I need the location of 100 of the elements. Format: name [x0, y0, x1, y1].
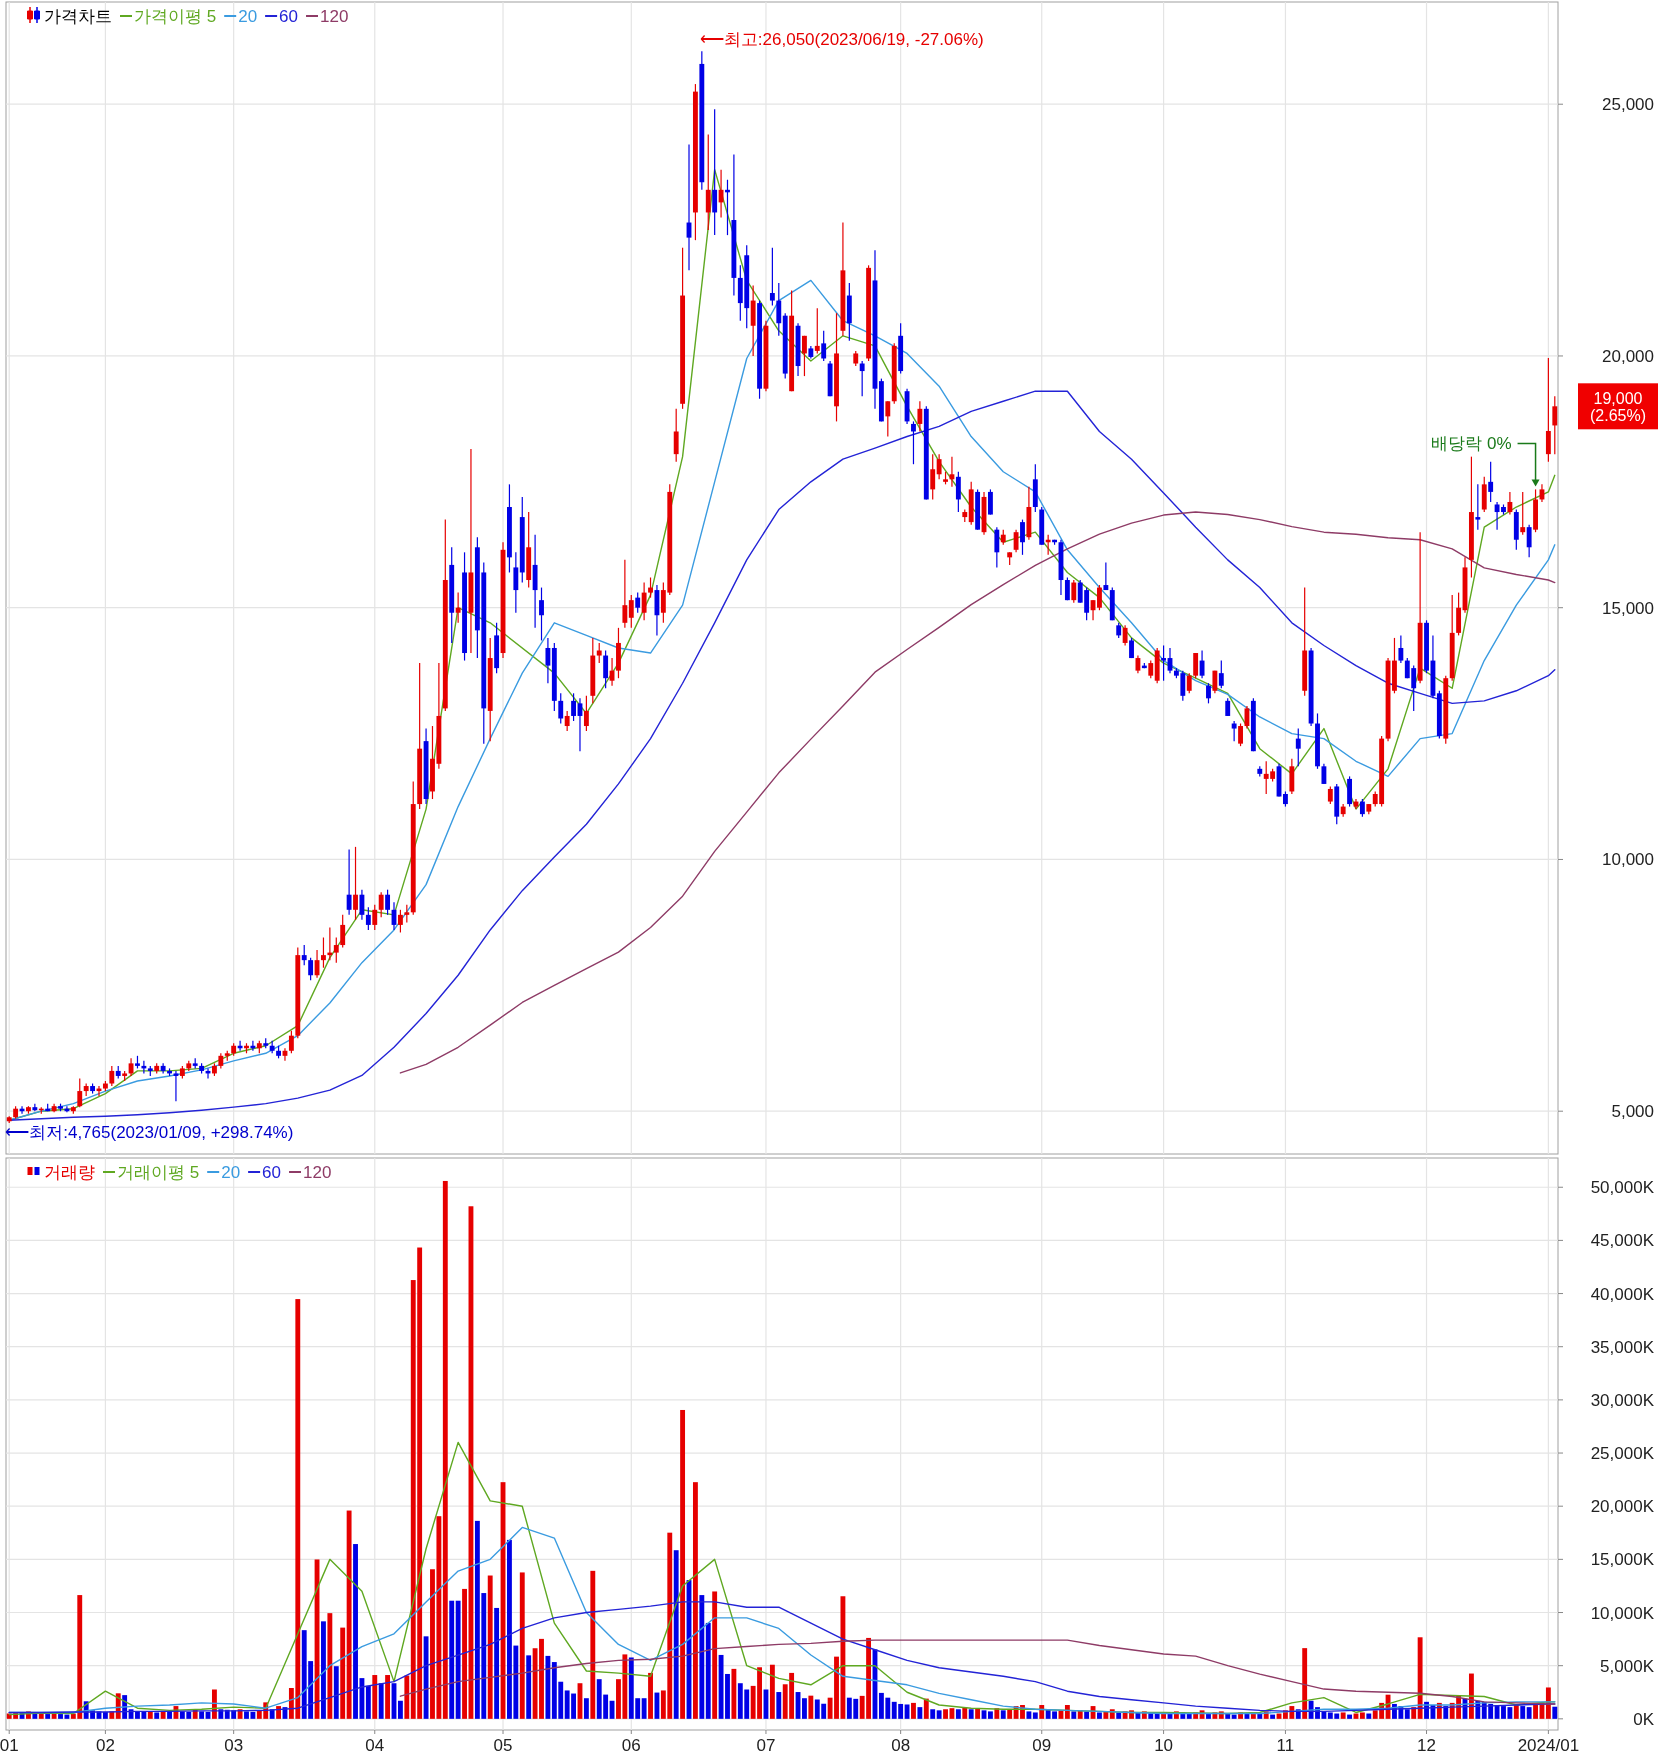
- candlestick: [596, 642, 602, 664]
- bar: [1340, 1712, 1346, 1719]
- x-tick-label: 08: [891, 1736, 911, 1755]
- annotation: ⟵최저:4,765(2023/01/09, +298.74%): [5, 1123, 294, 1143]
- legend-label: 거래이평 5: [117, 1163, 200, 1182]
- legend-label: 60: [279, 7, 299, 26]
- bar: [327, 1613, 333, 1719]
- bar: [167, 1711, 172, 1719]
- candlestick: [1206, 682, 1211, 704]
- candlestick: [1398, 634, 1404, 664]
- candlestick: [648, 576, 653, 599]
- candlestick: [712, 108, 718, 236]
- y-tick-label: 25,000K: [1590, 1444, 1655, 1464]
- line-series: [399, 1639, 1556, 1705]
- bar: [449, 1600, 455, 1719]
- y-tick-label: 10,000: [1602, 850, 1654, 870]
- candlestick: [333, 936, 339, 964]
- bar: [346, 1510, 352, 1719]
- candlestick: [173, 1070, 179, 1102]
- bar: [641, 1698, 647, 1719]
- bar: [545, 1655, 551, 1719]
- bar: [776, 1692, 782, 1719]
- candlestick: [564, 710, 570, 732]
- candlestick: [673, 408, 679, 463]
- bar: [936, 1710, 942, 1719]
- candlestick: [622, 559, 628, 629]
- candlestick: [885, 400, 891, 438]
- bar: [1097, 1712, 1102, 1719]
- line-series: [399, 511, 1556, 1074]
- bar: [1404, 1709, 1410, 1719]
- bar: [987, 1711, 993, 1719]
- x-tick-label: 05: [493, 1736, 513, 1755]
- bar: [731, 1668, 737, 1719]
- bar: [526, 1655, 532, 1719]
- bar: [1064, 1705, 1070, 1719]
- candlestick: [911, 420, 916, 465]
- candlestick: [1161, 644, 1167, 682]
- bar: [692, 1482, 698, 1719]
- candlestick: [635, 592, 641, 614]
- bar: [955, 1709, 961, 1719]
- y-tick-label: 15,000: [1602, 598, 1654, 618]
- annotation: 배당락 0%: [1431, 434, 1512, 454]
- candlestick: [308, 957, 314, 981]
- legend-label: 60: [262, 1163, 282, 1182]
- bar: [1231, 1714, 1237, 1719]
- legend-label: 가격이평 5: [134, 7, 217, 26]
- bar: [365, 1685, 371, 1719]
- candlestick: [917, 400, 923, 433]
- candlestick: [571, 692, 577, 722]
- bar: [705, 1622, 711, 1719]
- bar: [712, 1591, 718, 1719]
- text: 19,000 (2.65%): [1589, 389, 1647, 425]
- bar: [333, 1666, 339, 1719]
- candlestick: [1122, 624, 1128, 647]
- bar: [1366, 1713, 1372, 1719]
- bar: [45, 1714, 51, 1719]
- candlestick: [539, 586, 544, 642]
- candlestick: [583, 695, 589, 732]
- bar: [1417, 1637, 1423, 1719]
- x-tick-label: 04: [365, 1736, 385, 1755]
- bar: [583, 1698, 589, 1719]
- bar: [1026, 1711, 1032, 1719]
- candlestick: [641, 581, 647, 621]
- bar: [321, 1621, 326, 1719]
- candlestick: [558, 692, 564, 725]
- candlestick: [603, 649, 609, 689]
- candlestick: [1199, 649, 1205, 679]
- candlestick: [109, 1065, 115, 1087]
- candlestick: [1552, 395, 1558, 455]
- bar: [930, 1709, 936, 1719]
- bar: [1270, 1714, 1276, 1719]
- candlestick: [1193, 652, 1199, 679]
- x-tick-label: 11: [1276, 1736, 1295, 1755]
- bar: [340, 1627, 346, 1719]
- candlestick: [1097, 584, 1102, 611]
- candlestick: [378, 891, 384, 918]
- candlestick: [397, 909, 403, 934]
- candlestick: [1507, 491, 1513, 516]
- annotation: ⟵최고:26,050(2023/06/19, -27.06%): [699, 30, 984, 50]
- bar: [494, 1607, 500, 1719]
- candlestick: [1295, 727, 1301, 767]
- bar: [680, 1409, 686, 1719]
- bar: [911, 1702, 916, 1719]
- y-tick-label: 5,000K: [1600, 1656, 1655, 1676]
- candlestick: [821, 330, 827, 362]
- bar: [487, 1575, 493, 1719]
- legend-label: 거래량: [44, 1163, 95, 1182]
- candlestick: [936, 453, 942, 480]
- bar: [769, 1664, 775, 1719]
- candlestick: [987, 488, 993, 516]
- bar: [802, 1698, 807, 1719]
- y-tick-label: 40,000K: [1590, 1284, 1655, 1304]
- bar: [1526, 1707, 1532, 1719]
- candlestick: [455, 592, 461, 624]
- bar: [962, 1707, 968, 1719]
- candlestick: [513, 551, 519, 614]
- y-tick-label: 0K: [1633, 1709, 1655, 1729]
- bar: [923, 1698, 929, 1719]
- candlestick: [353, 846, 358, 921]
- bar: [1533, 1705, 1538, 1719]
